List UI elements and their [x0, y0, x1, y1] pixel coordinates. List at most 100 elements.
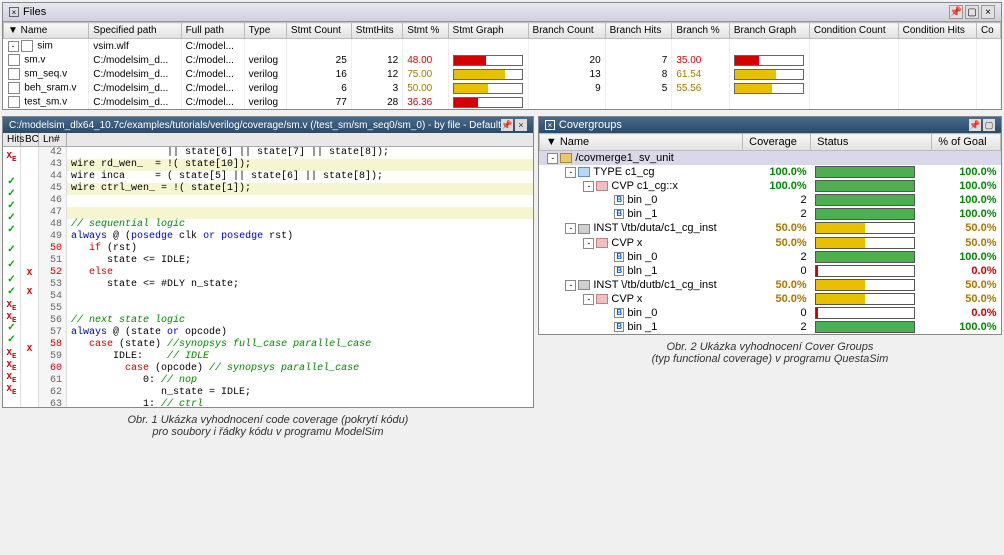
window-pin-icon[interactable]: 📌: [949, 5, 963, 19]
tree-expand-icon[interactable]: -: [565, 280, 576, 291]
tree-expand-icon[interactable]: -: [547, 153, 558, 164]
cg-row[interactable]: -INST \/tb/duta/c1_cg_inst 50.0% 50.0%: [539, 221, 1000, 235]
code-line: case (opcode) // synopsys parallel_case: [67, 363, 533, 375]
hits-cell: XE: [3, 150, 21, 162]
cg-column-header[interactable]: ▼ Name: [539, 134, 742, 151]
filter-icon[interactable]: ▼: [546, 136, 557, 148]
cg-status-bar: [815, 180, 915, 192]
bc-cell: [21, 279, 39, 286]
files-column-header[interactable]: Branch %: [672, 23, 730, 39]
files-column-header[interactable]: Full path: [181, 23, 244, 39]
cg-status-bar: [815, 293, 915, 305]
files-row[interactable]: test_sm.v C:/modelsim_d...C:/model...ver…: [4, 95, 1001, 109]
caption-obr1-line2: pro soubory i řádky kódu v programu Mode…: [2, 426, 534, 438]
bc-cell: [21, 199, 39, 206]
window-close-icon[interactable]: ×: [981, 5, 995, 19]
bc-cell: [21, 229, 39, 236]
code-line: n_state = IDLE;: [67, 387, 533, 399]
cvp-icon: [596, 294, 608, 304]
cg-pin-icon[interactable]: 📌: [969, 119, 981, 131]
code-line: // next state logic: [67, 315, 533, 327]
files-column-header[interactable]: Specified path: [89, 23, 181, 39]
files-column-header[interactable]: Stmt Count: [286, 23, 351, 39]
code-body: XE✓✓✓✓✓✓✓✓✓XEXE✓✓XEXEXEXE XXX 4243444546…: [3, 147, 533, 407]
bc-cell: [21, 305, 39, 312]
files-column-header[interactable]: ▼ Name: [4, 23, 89, 39]
files-column-header[interactable]: Branch Graph: [729, 23, 809, 39]
cg-row[interactable]: -CVP x 50.0% 50.0%: [539, 292, 1000, 306]
code-line: state <= IDLE;: [67, 255, 533, 267]
tree-expand-icon[interactable]: -: [565, 223, 576, 234]
files-panel-header: × Files 📌 ▢ ×: [3, 3, 1001, 22]
hits-cell: ✓: [3, 287, 21, 299]
bc-cell: [21, 259, 39, 266]
files-row[interactable]: sm_seq.v C:/modelsim_d...C:/model...veri…: [4, 67, 1001, 81]
code-pin-icon[interactable]: 📌: [501, 119, 513, 131]
files-root-row[interactable]: - simvsim.wlfC:/model...: [4, 39, 1001, 54]
cg-row[interactable]: bin _0 0 0.0%: [539, 306, 1000, 320]
cg-row[interactable]: -INST \/tb/dutb/c1_cg_inst 50.0% 50.0%: [539, 278, 1000, 292]
expand-icon[interactable]: ×: [9, 7, 19, 17]
cg-column-header[interactable]: Coverage: [743, 134, 811, 151]
code-panel-wrapper: C:/modelsim_dlx64_10.7c/examples/tutoria…: [2, 116, 534, 438]
code-line: [67, 195, 533, 207]
cg-column-header[interactable]: % of Goal: [932, 134, 1001, 151]
files-column-header[interactable]: Branch Count: [528, 23, 605, 39]
tree-expand-icon[interactable]: -: [583, 294, 594, 305]
cg-row[interactable]: bin _0 2 100.0%: [539, 193, 1000, 207]
code-column-headers: Hits BC Ln#: [3, 133, 533, 147]
tree-expand-icon[interactable]: -: [583, 238, 594, 249]
files-row[interactable]: beh_sram.v C:/modelsim_d...C:/model...ve…: [4, 81, 1001, 95]
code-line: wire ctrl_wen_ = !( state[1]);: [67, 183, 533, 195]
hits-cell: ✓: [3, 201, 21, 213]
cg-column-header[interactable]: Status: [811, 134, 932, 151]
files-column-header[interactable]: Branch Hits: [605, 23, 672, 39]
cg-row[interactable]: -CVP x 50.0% 50.0%: [539, 235, 1000, 249]
line-number: 54: [39, 291, 67, 303]
tree-expand-icon[interactable]: -: [565, 167, 576, 178]
files-column-header[interactable]: StmtHits: [351, 23, 402, 39]
bc-cell: [21, 335, 39, 342]
cg-row[interactable]: -/covmerge1_sv_unit: [539, 151, 1000, 166]
cvp-icon: [596, 181, 608, 191]
files-column-header[interactable]: Condition Count: [809, 23, 898, 39]
tree-collapse-icon[interactable]: -: [8, 41, 19, 52]
cg-row[interactable]: bin _1 2 100.0%: [539, 207, 1000, 221]
cg-expand-icon[interactable]: ×: [545, 120, 555, 130]
cg-row[interactable]: -CVP c1_cg::x 100.0% 100.0%: [539, 179, 1000, 193]
code-line: wire rd_wen_ = !( state[10]);: [67, 159, 533, 171]
cg-row[interactable]: bin _0 2 100.0%: [539, 250, 1000, 264]
hits-cell: XE: [3, 347, 21, 359]
cg-row[interactable]: -TYPE c1_cg 100.0% 100.0%: [539, 165, 1000, 179]
covergroups-wrapper: × Covergroups 📌 ▢ ▼ NameCoverageStatus% …: [538, 116, 1002, 438]
hits-cell: ✓: [3, 189, 21, 201]
bc-cell: [21, 392, 39, 399]
bc-cell: [21, 362, 39, 369]
window-maximize-icon[interactable]: ▢: [965, 5, 979, 19]
covergroups-panel: × Covergroups 📌 ▢ ▼ NameCoverageStatus% …: [538, 116, 1002, 335]
cg-row[interactable]: bin _1 2 100.0%: [539, 320, 1000, 334]
code-line: IDLE: // IDLE: [67, 351, 533, 363]
line-number: 48: [39, 219, 67, 231]
files-column-header[interactable]: Type: [244, 23, 286, 39]
hits-cell: ✓: [3, 335, 21, 347]
code-panel-titlebar: C:/modelsim_dlx64_10.7c/examples/tutoria…: [3, 117, 533, 133]
code-panel: C:/modelsim_dlx64_10.7c/examples/tutoria…: [2, 116, 534, 408]
files-column-header[interactable]: Co: [976, 23, 1000, 39]
line-number: 61: [39, 375, 67, 387]
code-line: state <= #DLY n_state;: [67, 279, 533, 291]
line-number: 62: [39, 387, 67, 399]
code-line: [67, 207, 533, 219]
cg-status-bar: [815, 208, 915, 220]
cg-row[interactable]: bln _1 0 0.0%: [539, 264, 1000, 278]
code-close-icon[interactable]: ×: [515, 119, 527, 131]
covergroups-titlebar: × Covergroups 📌 ▢: [539, 117, 1001, 133]
bc-cell: [21, 385, 39, 392]
tree-expand-icon[interactable]: -: [583, 181, 594, 192]
cg-max-icon[interactable]: ▢: [983, 119, 995, 131]
files-row[interactable]: sm.v C:/modelsim_d...C:/model...verilog …: [4, 53, 1001, 67]
files-column-header[interactable]: Condition Hits: [898, 23, 976, 39]
files-column-header[interactable]: Stmt Graph: [448, 23, 528, 39]
filter-icon[interactable]: ▼: [8, 25, 18, 36]
files-column-header[interactable]: Stmt %: [403, 23, 448, 39]
